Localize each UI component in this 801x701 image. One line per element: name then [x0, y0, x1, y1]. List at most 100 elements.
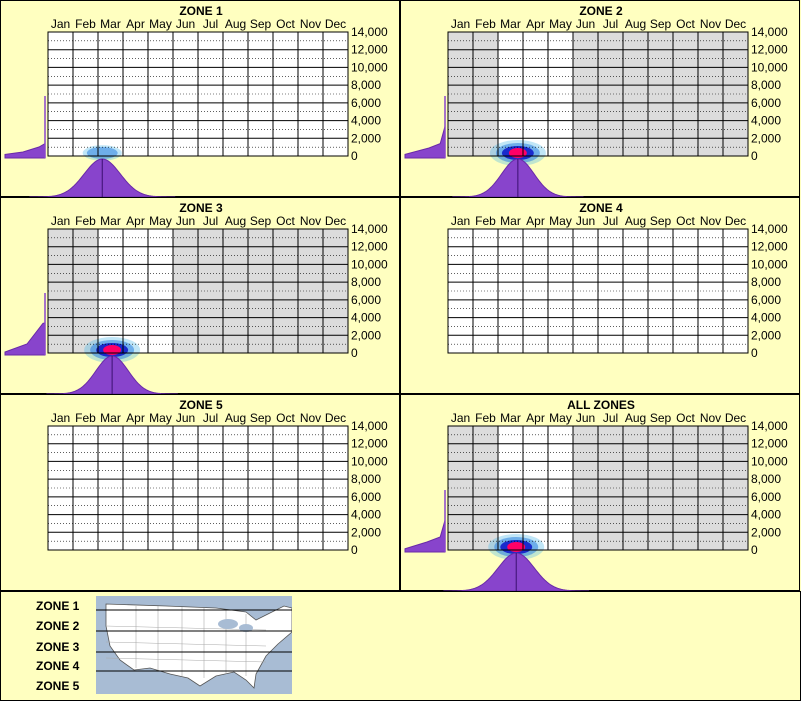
no-observation-month	[323, 229, 348, 353]
month-label: May	[549, 214, 572, 228]
month-label: Jul	[603, 214, 618, 228]
month-label: Aug	[625, 411, 646, 425]
no-observation-month	[623, 426, 648, 550]
elevation-tick-label: 12,000	[351, 437, 388, 451]
elevation-tick-label: 6,000	[351, 490, 381, 504]
month-label: Aug	[625, 17, 646, 31]
legend-zone-2-label: ZONE 2	[36, 619, 80, 633]
month-label: Sep	[250, 411, 272, 425]
elevation-tick-label: 0	[751, 149, 758, 163]
no-observation-month	[723, 426, 748, 550]
plot-frame	[47, 31, 349, 157]
elevation-tick-label: 2,000	[751, 328, 781, 342]
plot-frame	[47, 228, 349, 354]
month-label: Jul	[203, 214, 218, 228]
elevation-tick-label: 6,000	[751, 490, 781, 504]
month-label: Jul	[603, 17, 618, 31]
elevation-tick-label: 0	[751, 543, 758, 557]
month-label: Jun	[576, 411, 595, 425]
elevation-tick-label: 10,000	[351, 60, 388, 74]
zone-title: ZONE 4	[579, 201, 623, 215]
month-label: Mar	[100, 17, 121, 31]
month-label: Jan	[51, 17, 70, 31]
elevation-tick-label: 2,000	[351, 525, 381, 539]
month-label: Apr	[126, 17, 145, 31]
zone-map	[96, 596, 292, 694]
no-observation-month	[723, 32, 748, 156]
elevation-tick-label: 2,000	[351, 328, 381, 342]
elevation-tick-label: 10,000	[351, 257, 388, 271]
no-observation-month	[248, 229, 273, 353]
elevation-tick-label: 2,000	[751, 525, 781, 539]
zone-title: ZONE 2	[579, 4, 623, 18]
zone-panel-1: ZONE 1 Jan Feb Mar Apr May Jun Jul Aug Sep Oct Nov D…	[0, 0, 400, 198]
elevation-tick-label: 8,000	[351, 472, 381, 486]
elevation-tick-label: 12,000	[351, 43, 388, 57]
map-state-line	[105, 641, 267, 647]
elevation-tick-label: 12,000	[351, 240, 388, 254]
zone-title: ZONE 3	[179, 201, 223, 215]
month-label: Jun	[576, 214, 595, 228]
plot-frame	[447, 31, 749, 157]
elevation-tick-label: 8,000	[751, 275, 781, 289]
month-label: Apr	[526, 411, 545, 425]
month-label: Apr	[526, 17, 545, 31]
no-observation-month	[298, 229, 323, 353]
month-label: Feb	[75, 17, 96, 31]
month-label: Dec	[325, 411, 346, 425]
elevation-tick-label: 10,000	[351, 454, 388, 468]
map-lakes	[239, 624, 253, 632]
elevation-tick-label: 12,000	[751, 43, 788, 57]
month-label: Aug	[225, 214, 246, 228]
no-observation-month	[648, 426, 673, 550]
plot-frame	[447, 228, 749, 354]
map-state-line	[105, 657, 267, 663]
month-label: Oct	[676, 17, 695, 31]
month-label: Nov	[300, 214, 321, 228]
month-label: May	[549, 411, 572, 425]
elevation-tick-label: 8,000	[751, 78, 781, 92]
month-label: Aug	[225, 411, 246, 425]
no-observation-month	[698, 426, 723, 550]
elevation-distribution	[404, 520, 446, 553]
month-label: Oct	[276, 411, 295, 425]
month-label: Dec	[725, 214, 746, 228]
month-label: Jan	[451, 17, 470, 31]
elevation-tick-label: 14,000	[751, 419, 788, 433]
month-label: Jul	[603, 411, 618, 425]
elevation-tick-label: 12,000	[751, 437, 788, 451]
month-label: Jun	[176, 214, 195, 228]
zone-title: ALL ZONES	[567, 398, 635, 412]
month-label: Mar	[500, 17, 521, 31]
zone-panel-2: ZONE 2 Jan Feb Mar Apr May Jun Jul Aug Sep Oct Nov D…	[400, 0, 800, 198]
elevation-tick-label: 6,000	[751, 96, 781, 110]
elevation-tick-label: 0	[351, 149, 358, 163]
month-label: Jan	[51, 214, 70, 228]
month-label: Mar	[500, 214, 521, 228]
elevation-tick-label: 0	[351, 543, 358, 557]
month-label: Feb	[75, 411, 96, 425]
zone-panel-3: ZONE 3 Jan Feb Mar Apr May Jun Jul Aug Sep Oct Nov D…	[0, 197, 400, 395]
month-label: Jul	[203, 411, 218, 425]
no-observation-month	[73, 229, 98, 353]
month-label: Oct	[676, 411, 695, 425]
plot-frame	[447, 425, 749, 551]
elevation-tick-label: 6,000	[351, 96, 381, 110]
month-label: Nov	[300, 411, 321, 425]
legend-zone-4-label: ZONE 4	[36, 659, 80, 673]
month-label: Sep	[250, 214, 272, 228]
elevation-tick-label: 12,000	[751, 240, 788, 254]
zone-panel-6: ALL ZONES Jan Feb Mar Apr May Jun Jul Aug Sep Oct N…	[400, 394, 800, 592]
month-label: Mar	[100, 214, 121, 228]
month-label: Aug	[225, 17, 246, 31]
elevation-tick-label: 8,000	[751, 472, 781, 486]
legend-zone-3-label: ZONE 3	[36, 640, 80, 654]
month-label: Jul	[203, 17, 218, 31]
elevation-tick-label: 14,000	[751, 25, 788, 39]
month-label: Jun	[576, 17, 595, 31]
month-label: Jun	[176, 411, 195, 425]
month-label: Nov	[700, 17, 721, 31]
month-label: Feb	[475, 214, 496, 228]
zone-title: ZONE 5	[179, 398, 223, 412]
month-label: Nov	[700, 411, 721, 425]
